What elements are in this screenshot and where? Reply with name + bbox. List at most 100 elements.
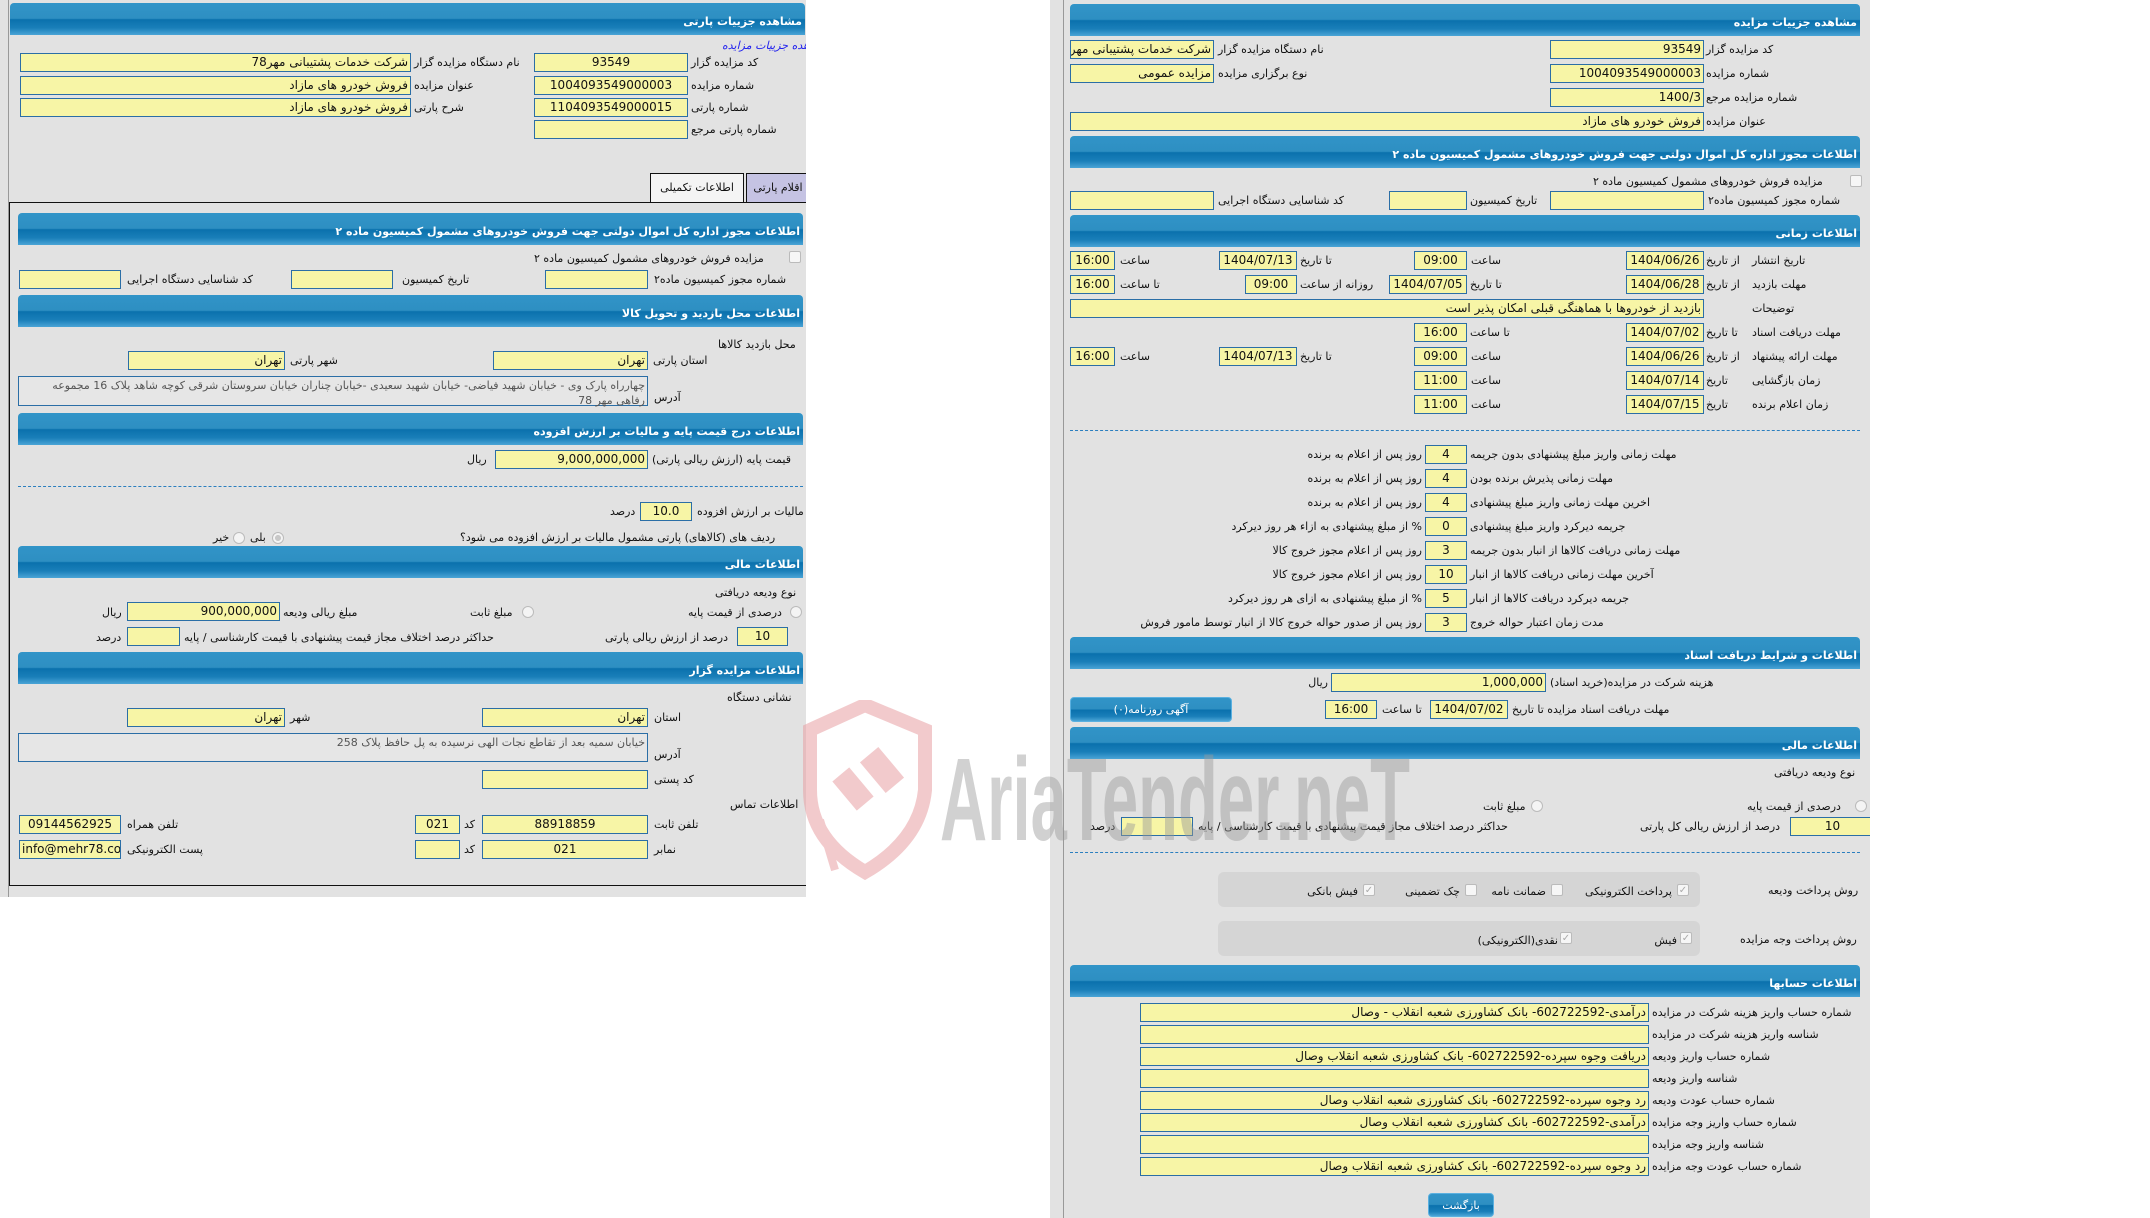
fax-field[interactable]: 021 [482, 840, 648, 859]
deposit-percent-field[interactable]: 10 [1790, 817, 1870, 836]
auction-title-label: عنوان مزایده [1706, 115, 1766, 128]
offer-to-time-field[interactable]: 16:00 [1070, 347, 1115, 366]
commission-date-field[interactable] [1389, 191, 1467, 210]
commission-checkbox[interactable] [1850, 175, 1862, 187]
organizer-name-field[interactable]: شرکت خدمات پشتیبانی مهر78 [1070, 40, 1214, 59]
deposit-method-checkbox[interactable] [1551, 884, 1563, 896]
offer-to-field[interactable]: 1404/07/13 [1219, 347, 1297, 366]
docs-to-field[interactable]: 1404/07/02 [1626, 323, 1704, 342]
winner-time-field[interactable]: 11:00 [1414, 395, 1467, 414]
term-value-field[interactable]: 3 [1425, 613, 1467, 632]
visit-daily-from-field[interactable]: 09:00 [1245, 275, 1297, 294]
lot-ref-number-field[interactable] [534, 120, 688, 139]
max-diff-field[interactable] [1121, 817, 1193, 836]
tab-lot-items[interactable]: اقلام پارتی [746, 173, 806, 203]
max-diff-field[interactable] [127, 627, 180, 646]
visit-to-field[interactable]: 1404/07/05 [1389, 275, 1467, 294]
organizer-code-field[interactable]: 93549 [1550, 40, 1704, 59]
account-field[interactable]: دریافت وجوه سپرده-602722592- بانک کشاورز… [1140, 1047, 1649, 1066]
account-field[interactable] [1140, 1069, 1649, 1088]
phone-field[interactable]: 88918859 [482, 815, 648, 834]
view-auction-details-link[interactable]: مشاهده جزییات مزایده [722, 39, 806, 52]
term-value-field[interactable]: 0 [1425, 517, 1467, 536]
account-field[interactable]: درآمدی-602722592- بانک کشاورزی شعبه انقل… [1140, 1003, 1649, 1022]
term-value-field[interactable]: 10 [1425, 565, 1467, 584]
lot-description-field[interactable]: فروش خودرو های مازاد [20, 98, 411, 117]
mobile-field[interactable]: 09144562925 [19, 815, 121, 834]
back-button[interactable]: بازگشت [1428, 1193, 1494, 1217]
auction-number-field[interactable]: 1004093549000003 [534, 76, 688, 95]
offer-from-time-field[interactable]: 09:00 [1414, 347, 1467, 366]
publish-to-field[interactable]: 1404/07/13 [1219, 251, 1297, 270]
account-field[interactable]: رد وجوه سپرده-602722592- بانک کشاورزی شع… [1140, 1157, 1649, 1176]
payment-method-checkbox[interactable]: ✓ [1560, 932, 1572, 944]
commission-checkbox[interactable] [789, 251, 801, 263]
docs-fee-field[interactable]: 1,000,000 [1331, 673, 1546, 692]
term-value-field[interactable]: 5 [1425, 589, 1467, 608]
permit-number-field[interactable] [545, 270, 648, 289]
offer-from-field[interactable]: 1404/06/26 [1626, 347, 1704, 366]
organizer-code-field[interactable]: 93549 [534, 53, 688, 72]
lot-city-field[interactable]: تهران [128, 351, 285, 370]
deposit-method-checkbox[interactable] [1465, 884, 1477, 896]
base-price-field[interactable]: 9,000,000,000 [495, 450, 648, 469]
tab-supplementary-info[interactable]: اطلاعات تکمیلی [650, 173, 744, 203]
term-value-field[interactable]: 4 [1425, 469, 1467, 488]
docs-deadline-date-field[interactable]: 1404/07/02 [1430, 700, 1508, 719]
account-field[interactable] [1140, 1135, 1649, 1154]
max-diff-label: حداکثر درصد اختلاف مجاز قیمت پیشنهادی با… [1198, 820, 1508, 833]
publish-from-time-field[interactable]: 09:00 [1414, 251, 1467, 270]
deposit-method-checkbox[interactable]: ✓ [1363, 884, 1375, 896]
deposit-method-checkbox[interactable]: ✓ [1677, 884, 1689, 896]
docs-to-time-field[interactable]: 16:00 [1414, 323, 1467, 342]
deposit-fixed-radio[interactable] [1531, 800, 1543, 812]
executive-code-field[interactable] [19, 270, 121, 289]
postal-code-field[interactable] [482, 770, 648, 789]
account-label: شماره حساب عودت وجه مزایده [1652, 1160, 1802, 1173]
term-value-field[interactable]: 3 [1425, 541, 1467, 560]
notes-field[interactable]: بازدید از خودروها با هماهنگی قبلی امکان … [1070, 299, 1704, 318]
term-value-field[interactable]: 4 [1425, 493, 1467, 512]
permit-number-field[interactable] [1550, 191, 1704, 210]
email-field[interactable]: info@mehr78.com [19, 840, 121, 859]
commission-date-field[interactable] [291, 270, 393, 289]
deposit-percent-radio[interactable] [790, 606, 802, 618]
visit-address-field[interactable]: چهارراه پارک وی - خیابان شهید فیاضی- خیا… [18, 376, 648, 407]
organizer-name-field[interactable]: شرکت خدمات پشتیبانی مهر78 [20, 53, 411, 72]
account-label: شناسه واریز ودیعه [1652, 1072, 1738, 1085]
auction-ref-field[interactable]: 1400/3 [1550, 88, 1704, 107]
vat-no-radio[interactable] [233, 532, 245, 544]
executive-code-field[interactable] [1070, 191, 1214, 210]
account-field[interactable]: رد وجوه سپرده-602722592- بانک کشاورزی شع… [1140, 1091, 1649, 1110]
account-field[interactable]: درآمدی-602722592- بانک کشاورزی شعبه انقل… [1140, 1113, 1649, 1132]
visit-from-field[interactable]: 1404/06/28 [1626, 275, 1704, 294]
vat-field[interactable]: 10.0 [640, 502, 692, 521]
newspaper-ads-button[interactable]: آگهی روزنامه(۰) [1070, 697, 1232, 722]
deposit-amount-field[interactable]: 900,000,000 [127, 602, 280, 621]
publish-to-time-field[interactable]: 16:00 [1070, 251, 1115, 270]
opening-time-field[interactable]: 11:00 [1414, 371, 1467, 390]
organizer-address-field[interactable]: خیابان سمیه بعد از تقاطع نجات الهی نرسید… [18, 733, 648, 762]
fax-code-field[interactable] [415, 840, 460, 859]
deposit-percent-radio[interactable] [1855, 800, 1867, 812]
auction-type-field[interactable]: مزایده عمومی [1070, 64, 1214, 83]
visit-to-time-field[interactable]: 16:00 [1070, 275, 1115, 294]
organizer-city-field[interactable]: تهران [127, 708, 285, 727]
auction-number-field[interactable]: 1004093549000003 [1550, 64, 1704, 83]
deposit-fixed-radio[interactable] [522, 606, 534, 618]
organizer-province-field[interactable]: تهران [482, 708, 648, 727]
vat-yes-radio[interactable] [272, 532, 284, 544]
lot-number-field[interactable]: 1104093549000015 [534, 98, 688, 117]
auction-title-field[interactable]: فروش خودرو های مازاد [20, 76, 411, 95]
auction-title-field[interactable]: فروش خودرو های مازاد [1070, 112, 1704, 131]
winner-date-field[interactable]: 1404/07/15 [1626, 395, 1704, 414]
publish-from-field[interactable]: 1404/06/26 [1626, 251, 1704, 270]
term-value-field[interactable]: 4 [1425, 445, 1467, 464]
account-field[interactable] [1140, 1025, 1649, 1044]
docs-deadline-time-field[interactable]: 16:00 [1325, 700, 1377, 719]
opening-date-field[interactable]: 1404/07/14 [1626, 371, 1704, 390]
phone-code-field[interactable]: 021 [415, 815, 460, 834]
lot-province-field[interactable]: تهران [493, 351, 648, 370]
payment-method-checkbox[interactable]: ✓ [1680, 932, 1692, 944]
deposit-percent-field[interactable]: 10 [737, 627, 788, 646]
